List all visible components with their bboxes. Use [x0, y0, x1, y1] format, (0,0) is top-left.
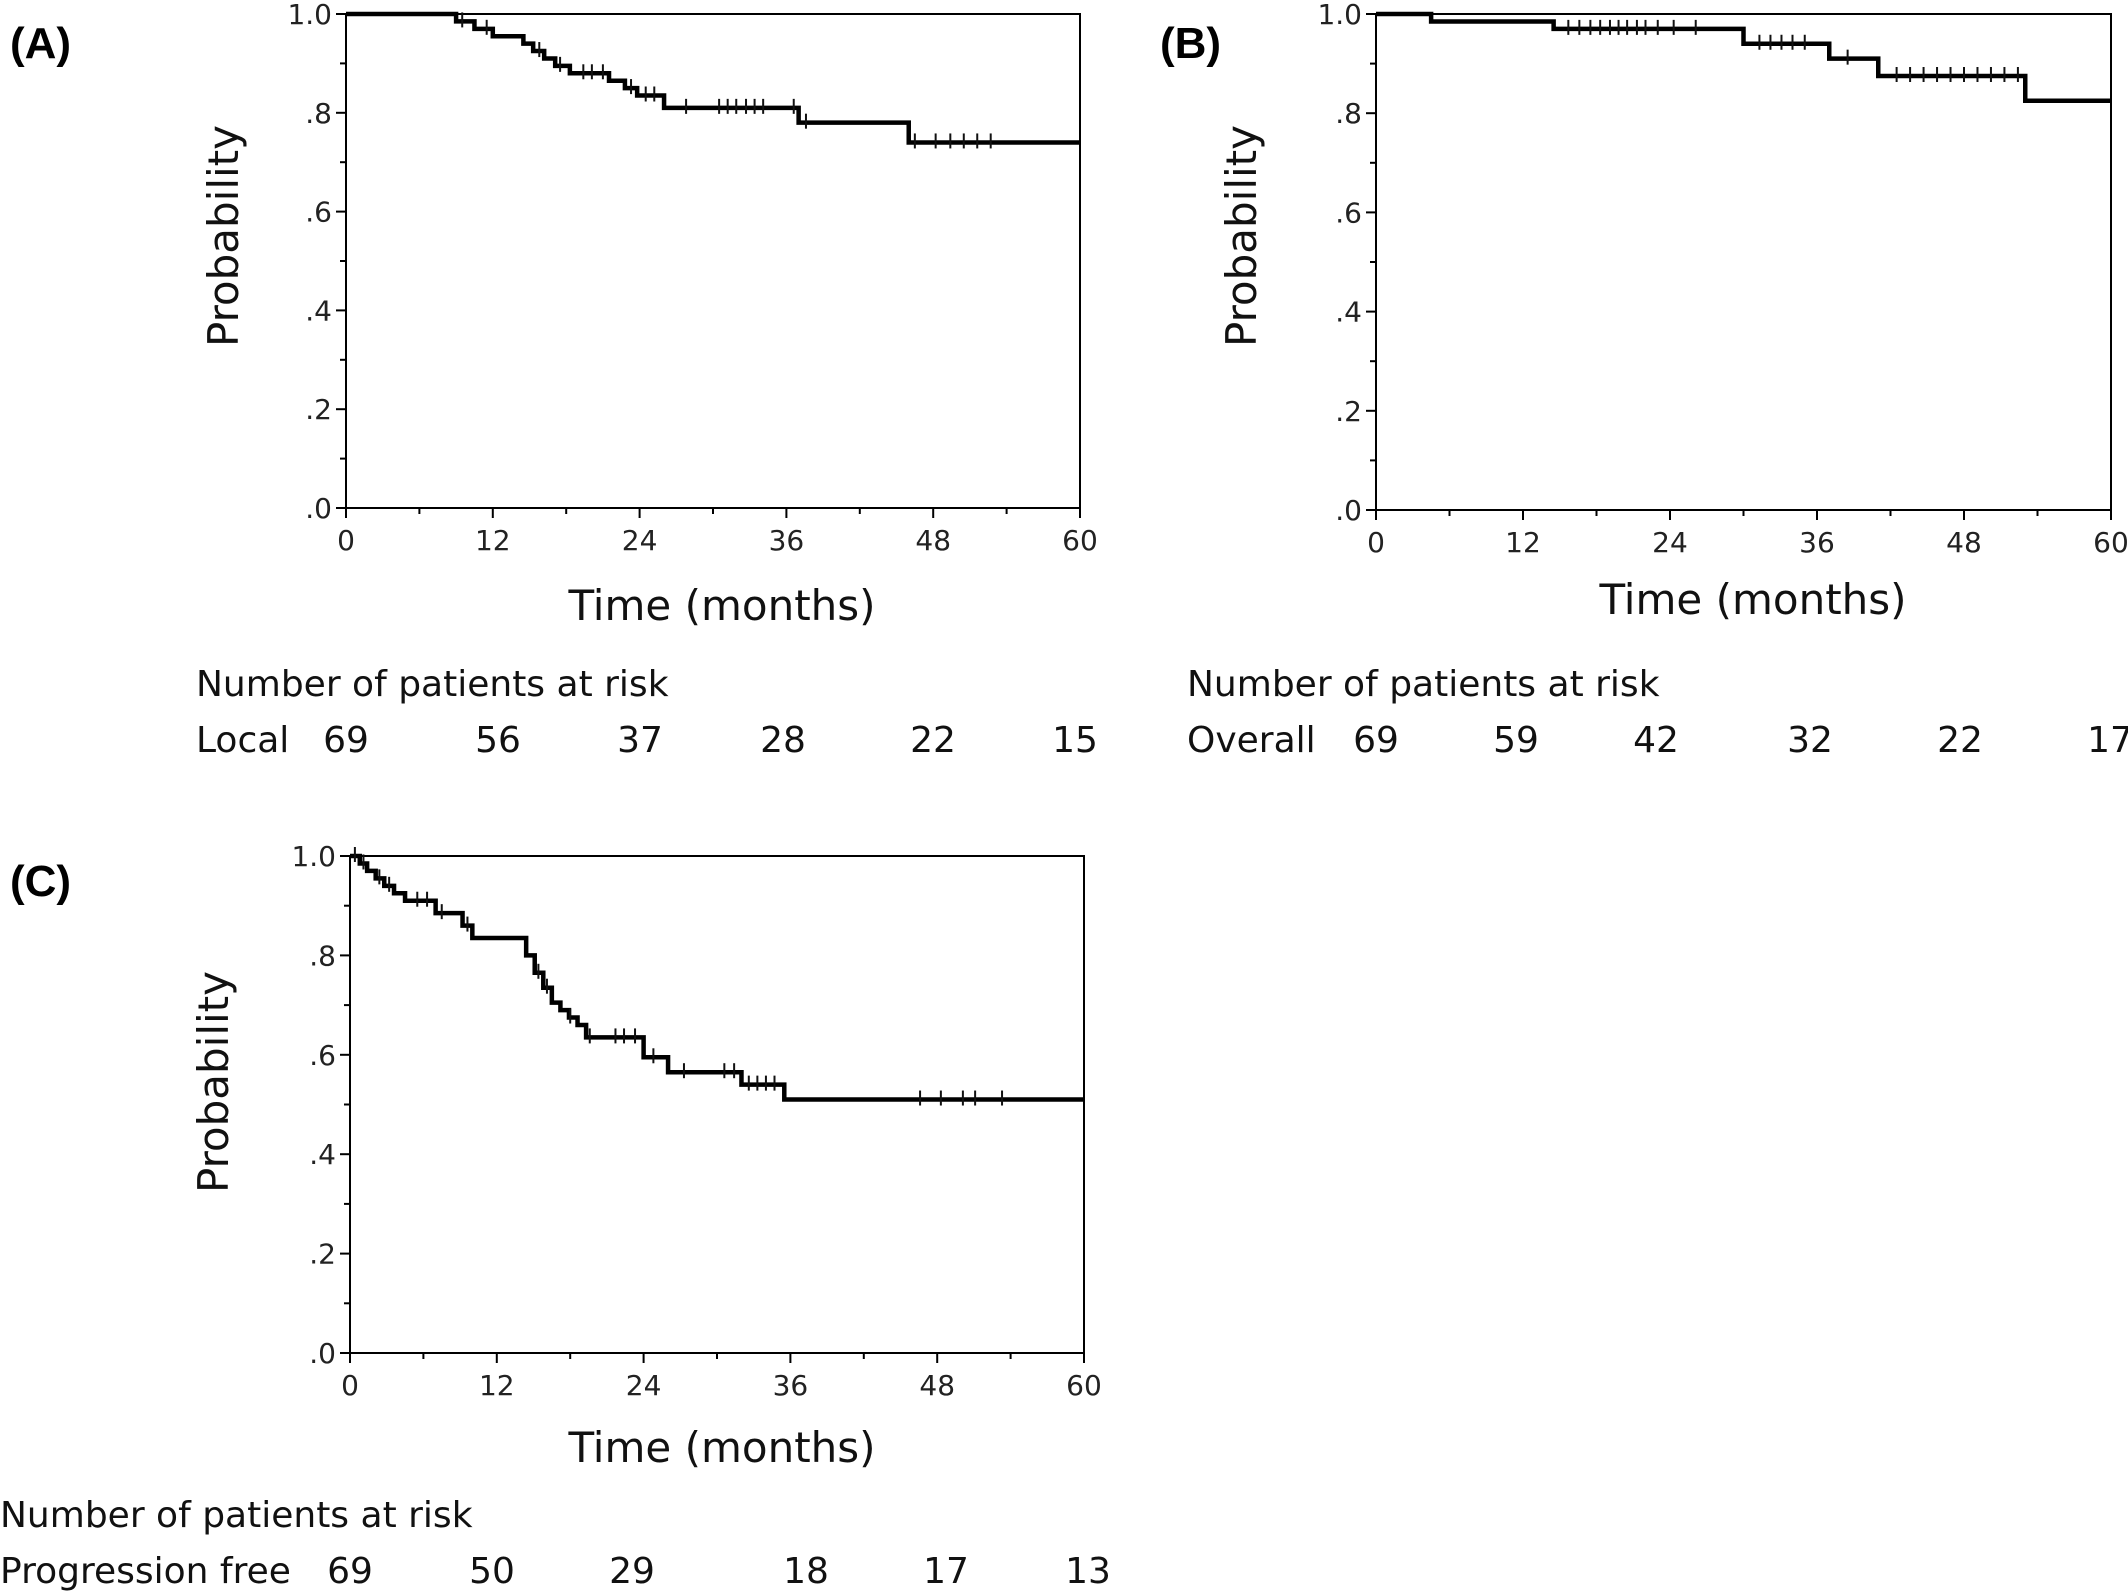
risk-row-values: 69 56 37 28 22 15 — [323, 720, 1098, 761]
risk-value: 69 — [323, 720, 369, 761]
y-tick-label: .0 — [309, 1337, 336, 1370]
x-tick-label: 12 — [479, 1369, 515, 1402]
x-tick-label: 0 — [337, 524, 355, 557]
risk-value: 69 — [327, 1551, 373, 1592]
risk-value: 29 — [609, 1551, 655, 1592]
x-tick-label: 36 — [769, 524, 805, 557]
risk-value: 32 — [1787, 720, 1833, 761]
risk-value: 50 — [469, 1551, 515, 1592]
plot-frame — [350, 856, 1084, 1353]
y-tick-label: 1.0 — [287, 0, 332, 31]
y-axis-ticks: .0 .2 .4 .6 .8 1.0 — [287, 0, 346, 525]
survival-figure: (A) .0 .2 .4 .6 .8 1.0 0 12 24 36 48 60 Probabilit… — [0, 0, 2128, 1595]
y-tick-label: .4 — [309, 1138, 336, 1171]
risk-value: 37 — [617, 720, 663, 761]
x-tick-label: 60 — [1062, 524, 1098, 557]
x-tick-label: 12 — [1505, 526, 1541, 559]
risk-value: 13 — [1065, 1551, 1111, 1592]
y-tick-label: .8 — [305, 97, 332, 130]
plot-frame — [346, 14, 1080, 508]
x-tick-label: 48 — [915, 524, 951, 557]
risk-value: 42 — [1633, 720, 1679, 761]
survival-curve — [350, 856, 1084, 1100]
censor-marks — [462, 12, 990, 148]
risk-table-header: Number of patients at risk — [0, 1495, 473, 1536]
y-tick-label: .4 — [1335, 296, 1362, 329]
risk-row-label: Local — [196, 720, 289, 761]
x-axis-ticks: 0 12 24 36 48 60 — [1367, 510, 2128, 559]
y-axis-title: Probability — [199, 125, 248, 347]
risk-row-label: Progression free — [0, 1551, 291, 1592]
risk-value: 17 — [2087, 720, 2128, 761]
y-tick-label: .6 — [305, 196, 332, 229]
x-tick-label: 48 — [1946, 526, 1982, 559]
y-tick-label: .2 — [305, 393, 332, 426]
y-tick-label: .6 — [1335, 196, 1362, 229]
y-tick-label: .8 — [309, 939, 336, 972]
panel-label: (C) — [10, 857, 71, 906]
survival-curve — [1376, 14, 2111, 101]
panel-c: (C) .0 .2 .4 .6 .8 1.0 0 12 24 36 48 60 Probabilit… — [0, 840, 1111, 1592]
risk-value: 28 — [760, 720, 806, 761]
x-tick-label: 0 — [341, 1369, 359, 1402]
y-tick-label: .6 — [309, 1039, 336, 1072]
panel-label: (B) — [1160, 19, 1221, 68]
x-tick-label: 36 — [1799, 526, 1835, 559]
y-tick-label: .2 — [1335, 395, 1362, 428]
risk-value: 56 — [475, 720, 521, 761]
x-tick-label: 24 — [1652, 526, 1688, 559]
y-tick-label: .0 — [305, 492, 332, 525]
risk-value: 22 — [910, 720, 956, 761]
risk-value: 22 — [1937, 720, 1983, 761]
y-axis-title: Probability — [1217, 125, 1266, 347]
x-tick-label: 60 — [2093, 526, 2128, 559]
y-axis-ticks: .0 .2 .4 .6 .8 1.0 — [291, 840, 350, 1370]
risk-table-header: Number of patients at risk — [196, 664, 669, 705]
x-tick-label: 12 — [475, 524, 511, 557]
y-axis-ticks: .0 .2 .4 .6 .8 1.0 — [1317, 0, 1376, 527]
x-tick-label: 48 — [919, 1369, 955, 1402]
y-tick-label: 1.0 — [291, 840, 336, 873]
x-axis-title: Time (months) — [567, 1423, 875, 1472]
x-tick-label: 0 — [1367, 526, 1385, 559]
y-axis-title: Probability — [189, 971, 238, 1193]
x-axis-title: Time (months) — [567, 581, 875, 630]
y-tick-label: .8 — [1335, 97, 1362, 130]
risk-row-values: 69 50 29 18 17 13 — [327, 1551, 1111, 1592]
x-tick-label: 36 — [773, 1369, 809, 1402]
risk-value: 69 — [1353, 720, 1399, 761]
x-axis-ticks: 0 12 24 36 48 60 — [337, 508, 1098, 557]
x-tick-label: 24 — [622, 524, 658, 557]
plot-frame — [1376, 14, 2111, 510]
x-tick-label: 24 — [626, 1369, 662, 1402]
x-axis-ticks: 0 12 24 36 48 60 — [341, 1353, 1102, 1402]
survival-curve — [346, 14, 1080, 142]
x-tick-label: 60 — [1066, 1369, 1102, 1402]
panel-a: (A) .0 .2 .4 .6 .8 1.0 0 12 24 36 48 60 Probabilit… — [10, 0, 1098, 761]
risk-row-values: 69 59 42 32 22 17 — [1353, 720, 2128, 761]
x-axis-title: Time (months) — [1598, 575, 1906, 624]
risk-value: 17 — [923, 1551, 969, 1592]
y-tick-label: 1.0 — [1317, 0, 1362, 31]
censor-marks — [355, 847, 1002, 1106]
risk-row-label: Overall — [1187, 720, 1316, 761]
risk-value: 15 — [1052, 720, 1098, 761]
risk-value: 18 — [783, 1551, 829, 1592]
panel-b: (B) .0 .2 .4 .6 .8 1.0 0 12 24 36 48 60 Probabilit… — [1160, 0, 2128, 761]
y-tick-label: .4 — [305, 294, 332, 327]
y-tick-label: .0 — [1335, 494, 1362, 527]
panel-label: (A) — [10, 19, 71, 68]
risk-value: 59 — [1493, 720, 1539, 761]
risk-table-header: Number of patients at risk — [1187, 664, 1660, 705]
y-tick-label: .2 — [309, 1238, 336, 1271]
